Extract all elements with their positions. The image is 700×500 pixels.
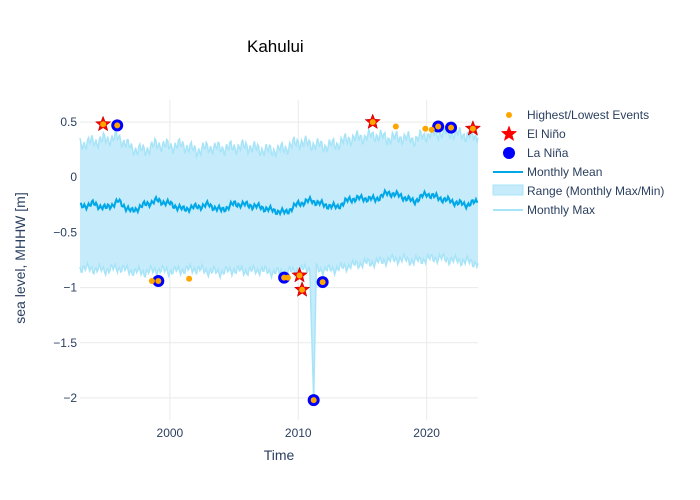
y-tick-label: −2: [63, 391, 77, 405]
x-tick-label: 2010: [285, 426, 312, 440]
event-marker[interactable]: [428, 126, 435, 133]
legend-label-events: Highest/Lowest Events: [527, 108, 649, 122]
legend-item-mean[interactable]: Monthly Mean: [493, 165, 602, 179]
legend-item-events[interactable]: Highest/Lowest Events: [506, 108, 649, 122]
monthly-min-line: [79, 251, 479, 401]
range-band: [80, 127, 478, 401]
event-marker[interactable]: [310, 397, 317, 404]
legend-item-el-nino[interactable]: El Niño: [500, 125, 566, 142]
legend-item-la-nina[interactable]: La Niña: [503, 146, 569, 160]
plot-area: [79, 100, 482, 420]
event-marker[interactable]: [299, 286, 306, 293]
event-marker[interactable]: [155, 277, 162, 284]
range-layer: [80, 127, 478, 401]
event-marker[interactable]: [448, 124, 455, 131]
event-marker[interactable]: [284, 274, 291, 281]
event-marker[interactable]: [422, 125, 429, 132]
event-marker[interactable]: [319, 279, 326, 286]
y-axis-title: sea level, MHHW [m]: [12, 192, 28, 323]
legend-swatch-events: [506, 112, 512, 118]
legend-swatch-el-nino: [500, 125, 518, 142]
chart-title: Kahului: [247, 37, 304, 56]
y-tick-label: 0.5: [60, 115, 77, 129]
legend-label-el-nino: El Niño: [527, 127, 566, 141]
event-marker[interactable]: [186, 275, 193, 282]
event-marker[interactable]: [100, 121, 107, 128]
legend-item-range[interactable]: Range (Monthly Max/Min): [492, 184, 664, 198]
legend-label-max: Monthly Max: [527, 203, 595, 217]
monthly-max-line: [79, 124, 479, 160]
x-axis-title: Time: [264, 447, 295, 463]
legend-label-mean: Monthly Mean: [527, 165, 602, 179]
y-tick-label: 0: [70, 170, 77, 184]
event-marker[interactable]: [296, 272, 303, 279]
y-tick-label: −0.5: [53, 225, 77, 239]
monthly-mean-line: [79, 187, 479, 217]
y-axis-ticks: 0.5 0 −0.5 −1 −1.5 −2: [53, 115, 77, 405]
event-marker[interactable]: [469, 125, 476, 132]
x-tick-label: 2020: [413, 426, 440, 440]
legend-swatch-range: [492, 184, 524, 196]
y-tick-label: −1: [63, 281, 77, 295]
x-axis-ticks: 2000 2010 2020: [157, 426, 441, 440]
event-marker[interactable]: [114, 122, 121, 129]
x-tick-label: 2000: [157, 426, 184, 440]
legend: Highest/Lowest Events El Niño La Niña Mo…: [492, 108, 664, 217]
marker-layer: [94, 113, 482, 407]
event-marker[interactable]: [148, 277, 155, 284]
series-layer: [79, 124, 479, 401]
legend-label-la-nina: La Niña: [527, 146, 569, 160]
legend-item-max[interactable]: Monthly Max: [493, 203, 595, 217]
event-marker[interactable]: [435, 123, 442, 130]
legend-swatch-la-nina: [503, 147, 515, 159]
legend-label-range: Range (Monthly Max/Min): [527, 184, 664, 198]
y-tick-label: −1.5: [53, 336, 77, 350]
event-marker[interactable]: [369, 119, 376, 126]
event-marker[interactable]: [392, 123, 399, 130]
